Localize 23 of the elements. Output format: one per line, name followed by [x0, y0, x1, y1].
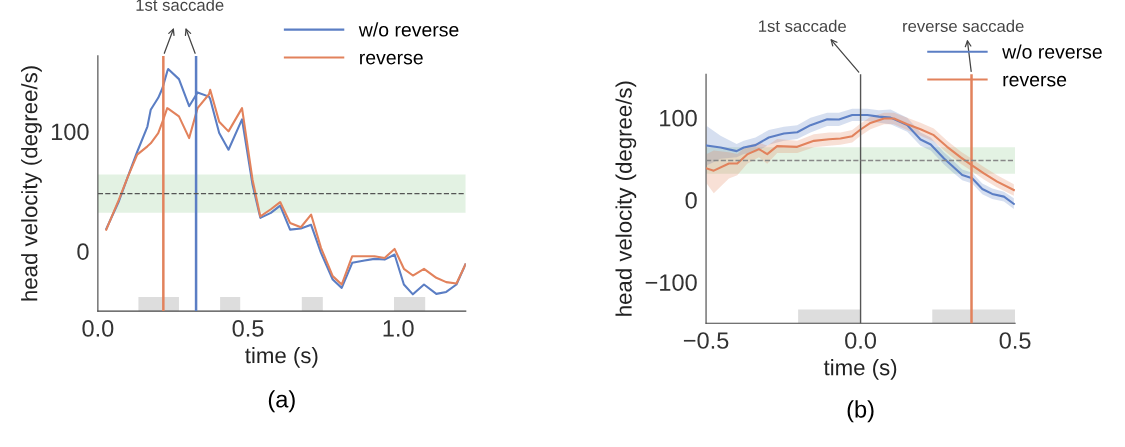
text: (a): [268, 390, 295, 413]
ref-line-label: reverse saccade: [903, 19, 1024, 33]
x-tick-label: 0.0: [845, 332, 877, 349]
y-axis-title: head velocity (degree/s): [615, 81, 637, 316]
y-tick-label: 0: [685, 191, 697, 209]
legend-label: reverse: [360, 53, 423, 65]
x-tick-label: 1.0: [383, 320, 414, 337]
x-tick-label: 0.5: [232, 320, 264, 337]
y-tick-label: 100: [660, 109, 697, 127]
x-axis-title: time (s): [245, 347, 318, 368]
x-tick-label: −0.5: [683, 332, 729, 349]
legend-label: reverse: [1003, 75, 1067, 87]
x-tick-label: 0.0: [82, 320, 114, 337]
y-axis-title: head velocity (degree/s): [21, 66, 42, 301]
x-axis-title: time (s): [823, 359, 897, 380]
y-tick-label: −100: [645, 274, 697, 291]
legend-label: w/o reverse: [358, 22, 459, 37]
ref-line-label: 1st saccade: [759, 19, 846, 33]
text: (b): [847, 400, 874, 423]
y-tick-label: 100: [51, 123, 89, 141]
x-tick-label: 0.5: [999, 332, 1031, 349]
y-tick-label: 0: [77, 243, 89, 260]
legend-label: w/o reverse: [1002, 44, 1102, 59]
